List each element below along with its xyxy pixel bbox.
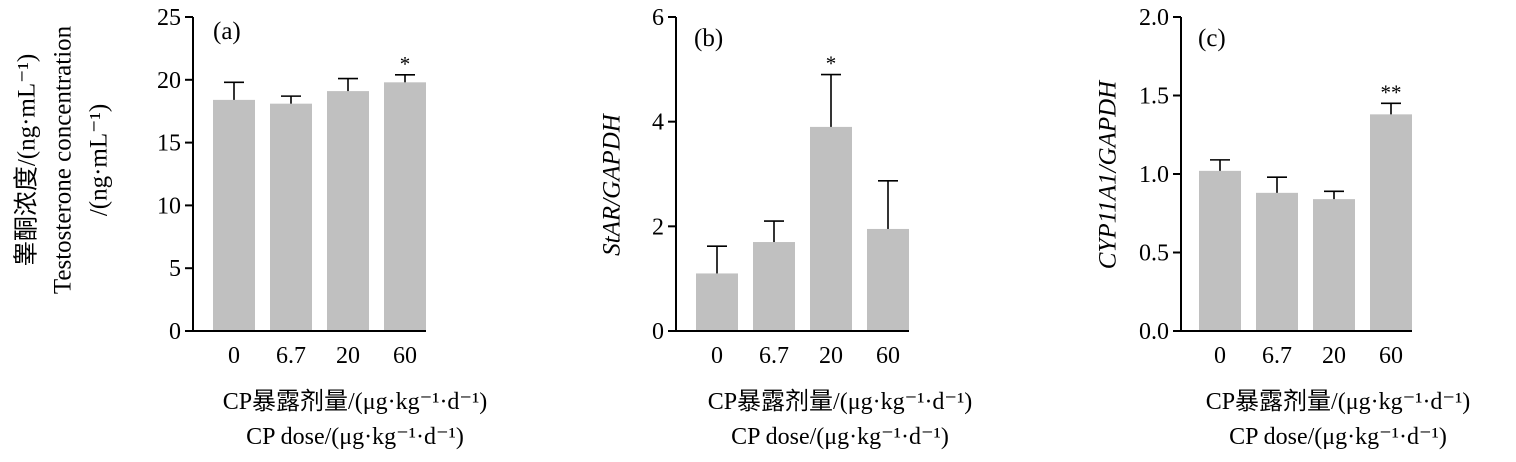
y-axis-label: StAR/GAPDH (599, 112, 626, 256)
y-tick-label: 0.5 (1139, 241, 1169, 267)
significance-marker: * (826, 52, 837, 76)
y-tick-label: 15 (157, 131, 181, 157)
bar (867, 228, 909, 331)
x-tick-label: 0 (711, 343, 723, 369)
x-tick-label: 20 (1322, 343, 1346, 369)
x-tick-label: 20 (336, 343, 360, 369)
y-tick-label: 1.5 (1139, 84, 1169, 110)
bar (384, 82, 426, 331)
y-tick-label: 0 (169, 319, 181, 345)
y-tick-label: 0 (652, 319, 664, 345)
panel-label: (b) (694, 25, 723, 52)
chart-panel-3: ** 0.0 0.5 1.0 1.5 2.0 0 6.7 20 60 (c) CYP11A1/GAPD… (1095, 5, 1471, 450)
x-tick-label: 6.7 (759, 343, 789, 369)
panel-label: (c) (1198, 25, 1226, 52)
x-tick-label: 60 (876, 343, 900, 369)
y-tick-label: 0.0 (1139, 319, 1169, 345)
x-tick-label: 20 (819, 343, 843, 369)
bar (1256, 192, 1298, 331)
y-tick-label: 20 (157, 68, 181, 94)
bar (270, 103, 312, 331)
significance-marker: * (400, 52, 411, 76)
y-axis-label: Testosterone concentration (50, 25, 77, 294)
y-axis-label: CYP11A1/GAPDH (1095, 79, 1122, 269)
x-tick-label: 0 (1214, 343, 1226, 369)
x-axis-label: CP dose/(μg·kg⁻¹·d⁻¹) (731, 424, 949, 450)
panel-label: (a) (213, 18, 241, 45)
y-tick-label: 4 (652, 110, 664, 136)
y-axis-label: /(ng·mL⁻¹) (86, 104, 113, 216)
y-tick-label: 2 (652, 214, 664, 240)
bar (1313, 199, 1355, 331)
bar (213, 99, 255, 332)
significance-marker: ** (1381, 80, 1402, 104)
x-axis-label: CP dose/(μg·kg⁻¹·d⁻¹) (246, 424, 464, 450)
bar (327, 91, 369, 331)
y-tick-label: 25 (157, 5, 181, 31)
y-tick-label: 1.0 (1139, 162, 1169, 188)
bar (696, 273, 738, 331)
x-axis-label: CP暴露剂量/(μg·kg⁻¹·d⁻¹) (223, 388, 488, 415)
x-tick-label: 0 (228, 343, 240, 369)
x-tick-label: 6.7 (276, 343, 306, 369)
x-axis-label: CP dose/(μg·kg⁻¹·d⁻¹) (1229, 424, 1447, 450)
y-tick-label: 6 (652, 5, 664, 31)
bar (1199, 170, 1241, 331)
chart-panel-1: * 0 5 10 15 20 25 0 6.7 20 60 (a) 睾酮浓度/(ng·mL⁻¹) Test… (13, 5, 488, 450)
x-axis-label: CP暴露剂量/(μg·kg⁻¹·d⁻¹) (708, 388, 973, 415)
bar (1370, 114, 1412, 331)
y-tick-label: 5 (169, 256, 181, 282)
y-axis-label: 睾酮浓度/(ng·mL⁻¹) (13, 54, 41, 266)
x-tick-label: 6.7 (1262, 343, 1292, 369)
bar (753, 242, 795, 331)
x-axis-label: CP暴露剂量/(μg·kg⁻¹·d⁻¹) (1206, 388, 1471, 415)
y-tick-label: 10 (157, 193, 181, 219)
x-tick-label: 60 (1379, 343, 1403, 369)
x-tick-label: 60 (393, 343, 417, 369)
y-tick-label: 2.0 (1139, 5, 1169, 31)
bar (810, 126, 852, 332)
